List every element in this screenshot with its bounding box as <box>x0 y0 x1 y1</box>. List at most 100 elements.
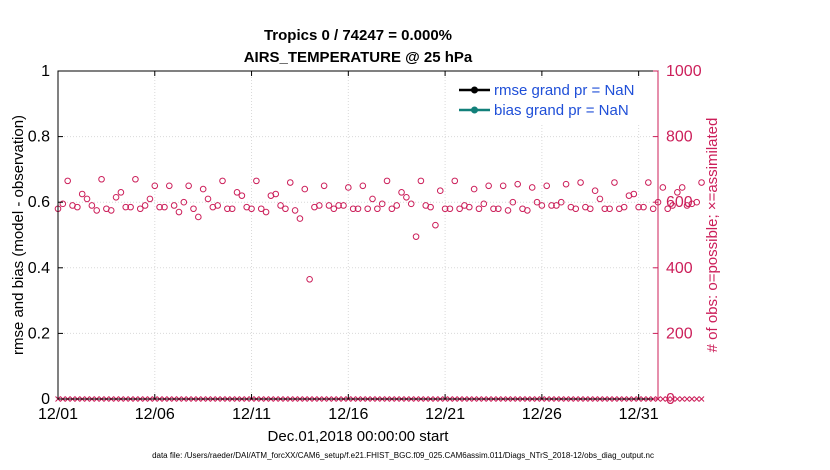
possible-obs-point <box>306 275 313 283</box>
possible-obs-point <box>146 195 154 203</box>
possible-obs-point <box>470 185 478 193</box>
possible-obs-point <box>136 205 144 213</box>
possible-obs-point <box>678 184 686 191</box>
possible-obs-point <box>83 195 91 203</box>
right-axis-label: # of obs: o=possible; ×=assimilated <box>704 118 721 353</box>
possible-obs-point <box>233 189 241 196</box>
possible-obs-point <box>630 190 638 198</box>
possible-obs-point <box>195 213 202 221</box>
possible-obs-point <box>345 184 352 191</box>
legend-rmse-marker <box>471 86 478 94</box>
left-tick-label: 1 <box>41 63 50 80</box>
x-tick-label: 12/21 <box>425 406 465 423</box>
possible-obs-point <box>412 233 420 240</box>
assimilated-obs-point <box>664 396 671 402</box>
possible-obs-point <box>611 179 618 186</box>
possible-obs-point <box>557 198 565 206</box>
possible-obs-point <box>248 205 255 213</box>
legend-rmse-label: rmse grand pr = NaN <box>494 82 634 99</box>
possible-obs-point <box>674 189 681 196</box>
possible-obs-point <box>528 184 536 191</box>
possible-obs-point <box>524 207 531 214</box>
possible-obs-point <box>272 190 280 198</box>
possible-obs-point <box>543 182 551 190</box>
left-tick-label: 0 <box>41 391 50 408</box>
possible-obs-point <box>132 175 139 183</box>
left-tick-label: 0.8 <box>28 129 50 146</box>
possible-obs-point <box>383 177 391 185</box>
possible-obs-point <box>286 179 294 186</box>
possible-obs-point <box>93 207 101 214</box>
possible-obs-point <box>635 203 642 211</box>
left-tick-label: 0.6 <box>28 194 50 211</box>
chart-title: Tropics 0 / 74247 = 0.000% <box>264 27 452 44</box>
possible-obs-point <box>349 205 357 213</box>
possible-obs-point <box>514 180 521 188</box>
possible-obs-point <box>214 202 221 209</box>
possible-obs-point <box>180 198 188 206</box>
possible-obs-point <box>446 205 454 213</box>
possible-obs-point <box>432 221 439 229</box>
possible-obs-point <box>257 205 265 213</box>
possible-obs-point <box>165 182 173 190</box>
possible-obs-point <box>606 205 613 213</box>
possible-obs-point <box>465 203 473 211</box>
possible-obs-point <box>224 205 231 213</box>
possible-obs-point <box>538 202 546 209</box>
possible-obs-point <box>388 205 396 213</box>
possible-obs-point <box>620 203 628 211</box>
legend-bias-label: bias grand pr = NaN <box>494 102 629 119</box>
possible-obs-point <box>320 182 328 190</box>
possible-obs-point <box>335 202 342 209</box>
possible-obs-point <box>572 205 580 213</box>
left-axis-label: rmse and bias (model - observation) <box>10 115 27 355</box>
possible-obs-point <box>340 202 347 209</box>
possible-obs-point <box>485 182 492 190</box>
possible-obs-point <box>475 205 483 213</box>
possible-obs-point <box>480 200 488 208</box>
assimilated-obs-point <box>674 396 681 402</box>
possible-obs-point <box>456 205 463 213</box>
possible-obs-point <box>451 177 459 185</box>
possible-obs-point <box>364 205 371 213</box>
possible-obs-point <box>504 207 512 214</box>
possible-obs-point <box>398 189 405 196</box>
possible-obs-point <box>403 193 410 201</box>
possible-obs-point <box>436 187 444 195</box>
possible-obs-point <box>659 184 667 191</box>
possible-obs-point <box>693 198 701 206</box>
possible-obs-point <box>117 189 125 196</box>
possible-obs-point <box>190 205 197 213</box>
possible-obs-point <box>548 202 555 209</box>
possible-obs-point <box>127 203 134 211</box>
possible-obs-point <box>141 202 149 209</box>
possible-obs-point <box>151 182 159 190</box>
left-tick-label: 0.4 <box>28 260 50 277</box>
possible-obs-point <box>296 215 304 222</box>
assimilated-obs-point <box>684 396 690 402</box>
legend-bias-marker <box>471 106 478 114</box>
possible-obs-point <box>199 185 207 193</box>
left-axis-ticks: 0 0.2 0.4 0.6 0.8 1 <box>28 63 63 408</box>
possible-obs-point <box>577 179 584 186</box>
possible-obs-point <box>649 205 657 213</box>
possible-obs-point <box>495 205 502 213</box>
possible-obs-point <box>59 200 67 208</box>
possible-obs-point <box>354 205 362 213</box>
possible-obs-point <box>359 182 367 190</box>
possible-obs-point <box>533 198 541 206</box>
possible-obs-point <box>277 202 284 209</box>
possible-obs-point <box>219 177 226 185</box>
assimilated-obs-point <box>693 396 700 402</box>
plot-area <box>58 71 658 399</box>
possible-obs-point <box>374 205 381 213</box>
possible-obs-point <box>586 205 594 213</box>
possible-obs-point <box>74 203 81 211</box>
possible-obs-point <box>378 200 386 208</box>
right-tick-label: 600 <box>666 194 693 211</box>
possible-obs-point <box>669 202 676 209</box>
chart-subtitle: AIRS_TEMPERATURE @ 25 hPa <box>244 49 473 66</box>
possible-obs-point <box>315 202 323 209</box>
possible-obs-point <box>369 195 376 203</box>
possible-obs-point <box>185 182 192 190</box>
